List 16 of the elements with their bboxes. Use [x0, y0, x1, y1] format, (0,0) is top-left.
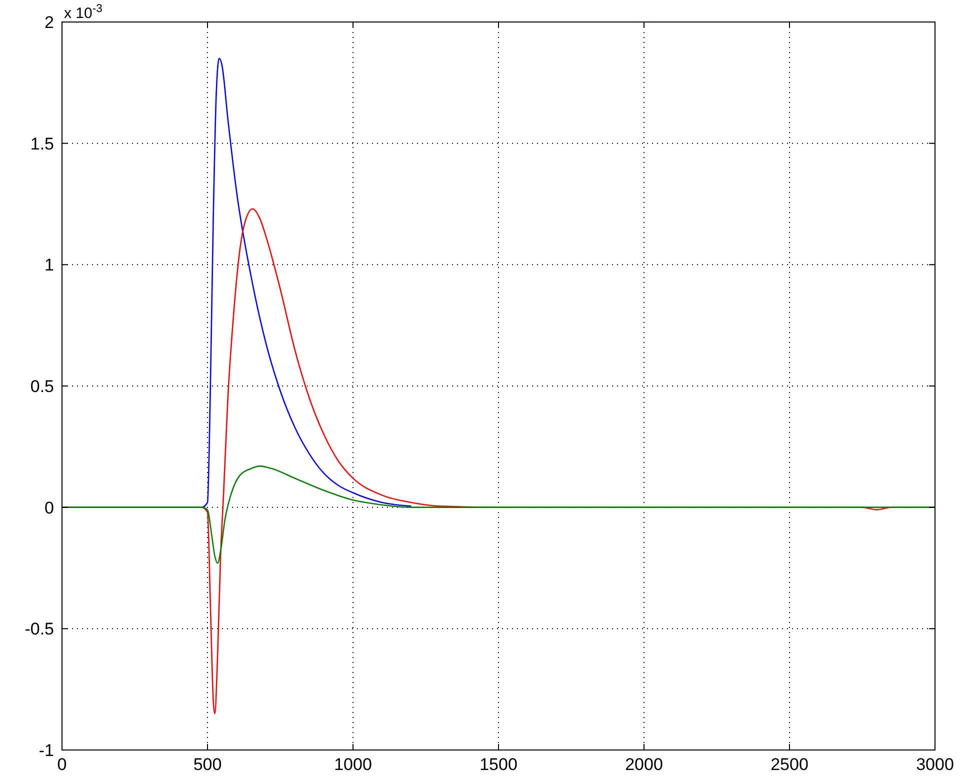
y-tick-label: 1.5	[30, 134, 54, 154]
y-tick-label: -0.5	[24, 620, 54, 639]
y-tick-label: 0	[44, 498, 54, 518]
y-tick-label: -1	[38, 741, 54, 760]
x-tick-label: 3000	[916, 755, 954, 774]
x-tick-label: 2000	[625, 755, 663, 774]
text: x 10$^{-3}$	[64, 3, 102, 22]
x-tick-label: 500	[193, 755, 222, 774]
line-series	[61, 465, 936, 564]
y-tick-label: 1	[44, 256, 54, 275]
x-tick-label: 0	[57, 755, 67, 774]
y-tick-label: 2	[44, 13, 54, 32]
x-tick-label: 1500	[480, 755, 518, 774]
x-tick-label: 1000	[334, 755, 372, 774]
y-tick-label: 0.5	[30, 377, 54, 396]
x-tick-label: 2500	[770, 755, 808, 774]
